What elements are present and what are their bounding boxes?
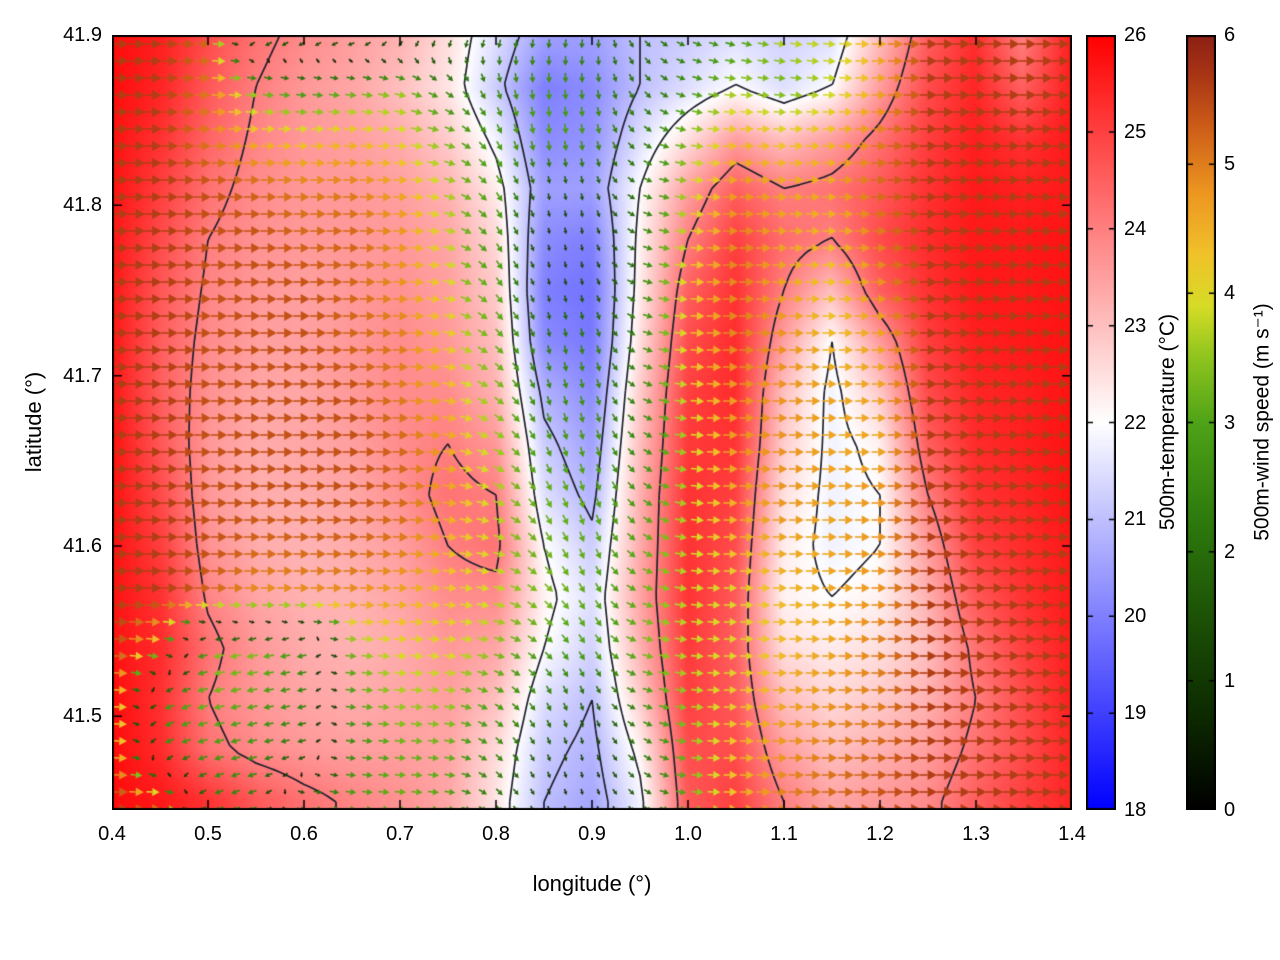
- temperature-colorbar-tick-label: 25: [1124, 120, 1147, 143]
- temperature-colorbar: [1086, 35, 1116, 810]
- temperature-colorbar-tick-label: 21: [1124, 508, 1147, 531]
- x-tick-label: 0.7: [386, 823, 414, 845]
- y-tick-label: 41.6: [63, 534, 102, 557]
- x-tick-label: 1.1: [770, 823, 798, 845]
- y-tick-label: 41.7: [63, 364, 102, 387]
- temperature-colorbar-tick-label: 20: [1124, 605, 1147, 628]
- x-tick-label: 0.4: [98, 823, 126, 845]
- x-tick-label: 1.2: [866, 823, 894, 845]
- temperature-colorbar-tick-label: 24: [1124, 217, 1147, 240]
- x-tick-label: 1.4: [1058, 823, 1086, 845]
- y-axis-label: latitude (°): [21, 371, 46, 473]
- x-tick-label: 1.3: [962, 823, 990, 845]
- wind-colorbar-tick-label: 4: [1224, 282, 1236, 305]
- wind-colorbar-tick-label: 3: [1224, 411, 1236, 434]
- x-tick-label: 0.5: [194, 823, 222, 845]
- wind-colorbar-tick-label: 2: [1224, 540, 1236, 563]
- wind-colorbar-tick-label: 5: [1224, 153, 1236, 176]
- x-tick-label: 0.6: [290, 823, 318, 845]
- x-tick-label: 1.0: [674, 823, 702, 845]
- x-tick-label: 0.9: [578, 823, 606, 845]
- y-tick-label: 41.5: [63, 705, 102, 728]
- wind-colorbar-tick-label: 0: [1224, 799, 1236, 821]
- wind-colorbar-tick-label: 1: [1224, 669, 1236, 692]
- x-axis-label: longitude (°): [532, 871, 652, 896]
- temperature-colorbar-tick-label: 18: [1124, 799, 1147, 821]
- temperature-colorbar-tick-label: 19: [1124, 702, 1147, 725]
- temperature-colorbar-tick-label: 26: [1124, 24, 1147, 46]
- y-tick-label: 41.8: [63, 194, 102, 217]
- x-tick-label: 0.8: [482, 823, 510, 845]
- temperature-colorbar-tick-label: 22: [1124, 411, 1147, 434]
- wind-colorbar-tick-label: 6: [1224, 24, 1236, 46]
- temperature-colorbar-label: 500m-temperature (°C): [1156, 313, 1179, 531]
- wind-colorbar: [1186, 35, 1216, 810]
- wind-colorbar-label: 500m-wind speed (m s⁻¹): [1250, 303, 1274, 541]
- temperature-colorbar-tick-label: 23: [1124, 314, 1147, 337]
- y-tick-label: 41.9: [63, 24, 102, 46]
- plot-canvas: [112, 35, 1072, 810]
